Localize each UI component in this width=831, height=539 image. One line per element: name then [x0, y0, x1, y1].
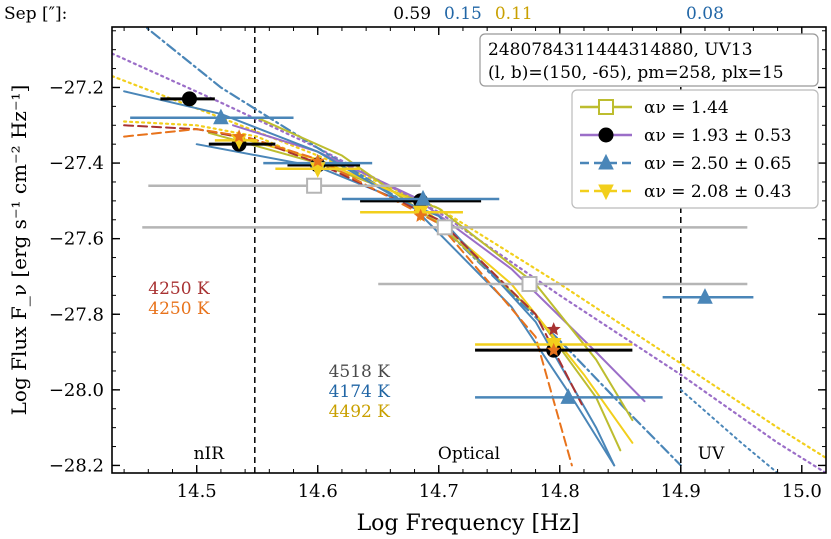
legend-label-1: αν = 1.93 ± 0.53	[644, 126, 792, 146]
point-4-4	[546, 322, 561, 336]
y-tick-label-4: −28.0	[49, 380, 104, 401]
temperature-label-1-2: 4492 K	[329, 402, 391, 422]
y-tick-label-2: −27.6	[49, 229, 104, 250]
x-tick-label-1: 14.6	[298, 481, 338, 502]
sep-value-1: 0.15	[444, 4, 482, 24]
data-points-layer	[130, 91, 754, 404]
x-tick-label-5: 15.0	[782, 481, 822, 502]
title-box	[479, 33, 819, 87]
legend-marker-3	[598, 184, 614, 201]
x-tick-label-4: 14.9	[661, 481, 701, 502]
annotations-layer: Sep [″]: 0.59 0.15 0.11 0.08 nIR Optical UV 4250…	[4, 4, 725, 464]
region-label-0: nIR	[194, 444, 226, 464]
x-tick-label-0: 14.5	[177, 481, 217, 502]
legend-label-2: αν = 2.50 ± 0.65	[644, 154, 792, 174]
fit-line-1	[112, 52, 826, 473]
point-4-2	[413, 208, 428, 222]
fit-line-3	[679, 388, 779, 473]
legend-marker-1	[598, 127, 614, 143]
region-label-2: UV	[698, 444, 725, 464]
fit-line-4	[232, 124, 646, 403]
x-tick-label-3: 14.8	[540, 481, 580, 502]
region-label-1: Optical	[438, 444, 500, 464]
legend-marker-0	[598, 99, 614, 115]
temperature-label-0-0: 4250 K	[148, 279, 210, 299]
y-tick-label-5: −28.2	[49, 455, 104, 476]
point-2-4	[697, 288, 713, 304]
point-4-1	[310, 153, 325, 168]
point-4-0	[232, 129, 247, 143]
fit-line-5	[207, 131, 634, 422]
temperature-label-1-0: 4518 K	[329, 362, 391, 382]
point-2-0	[213, 108, 229, 125]
sep-value-2: 0.11	[495, 4, 533, 24]
y-tick-label-0: −27.2	[49, 77, 104, 98]
plot-frame	[111, 26, 827, 474]
x-axis-label: Log Frequency [Hz]	[357, 511, 580, 536]
y-tick-label-1: −27.4	[49, 153, 104, 174]
point-0-1	[436, 219, 453, 236]
point-0-0	[306, 177, 323, 194]
point-2-3	[560, 388, 577, 404]
y-tick-label-3: −27.8	[49, 304, 104, 325]
temperature-label-1-1: 4174 K	[329, 382, 391, 402]
temperature-label-0-1: 4250 K	[148, 299, 210, 319]
legend-label-3: αν = 2.08 ± 0.43	[644, 182, 792, 202]
legend-marker-2	[598, 153, 614, 170]
fit-line-10	[123, 120, 319, 165]
fit-lines-layer	[112, 27, 826, 473]
legend-box	[571, 89, 819, 209]
axes-frame-layer: 14.5 14.6 14.7 14.8 14.9 15.0 −27.2 −27.4 −27.6 −…	[7, 26, 827, 502]
point-2-2	[415, 189, 431, 206]
legend: 2480784311444314880, UV13 (l, b)=(150, -6…	[479, 33, 819, 209]
point-1-0	[181, 91, 197, 107]
point-0-2	[521, 276, 538, 293]
title-text: 2480784311444314880, UV13	[488, 40, 753, 60]
legend-label-0: αν = 1.44	[644, 98, 729, 118]
x-tick-label-2: 14.7	[419, 481, 459, 502]
fit-line-0	[112, 75, 826, 459]
y-axis-label: Log Flux F_ν [erg s⁻¹ cm⁻² Hz⁻¹]	[7, 85, 31, 416]
sep-value-3: 0.08	[686, 4, 724, 24]
sep-label: Sep [″]:	[4, 4, 67, 24]
subtitle-text: (l, b)=(150, -65), pm=258, plx=15	[488, 63, 784, 83]
sep-value-0: 0.59	[393, 4, 431, 24]
point-4-3	[546, 342, 561, 357]
